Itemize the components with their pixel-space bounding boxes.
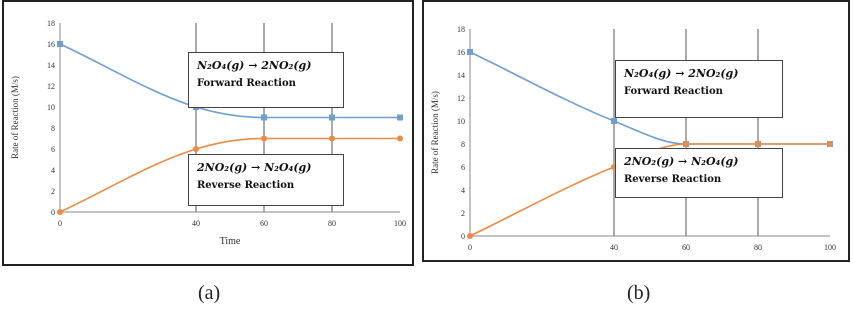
y-tick-label: 0	[51, 208, 55, 217]
caption-a: (a)	[198, 282, 221, 304]
y-tick-label: 8	[461, 140, 465, 149]
x-tick-label: 0	[468, 243, 472, 252]
y-tick-label: 16	[47, 40, 55, 49]
forward-reaction-point	[329, 114, 335, 121]
y-tick-label: 2	[51, 187, 55, 196]
forward-reaction-point	[611, 118, 617, 124]
reverse-reaction-point	[57, 209, 63, 215]
y-tick-label: 6	[461, 163, 465, 172]
reverse-reaction-label: Reverse Reaction	[624, 174, 722, 185]
reverse-reaction-equation: 2NO₂(g) → N₂O₄(g)	[624, 155, 739, 168]
reverse-reaction-point	[755, 141, 761, 147]
reverse-reaction-point	[467, 233, 473, 239]
forward-reaction-point	[261, 114, 267, 121]
reverse-reaction-equation: 2NO₂(g) → N₂O₄(g)	[197, 161, 312, 174]
chart-panel-a: 0 2 4 6 8 10 12 14 16 18 0 40 60 80 100 Time Rate of Rea…	[2, 0, 414, 266]
x-axis-title: Time	[220, 236, 241, 247]
forward-reaction-point	[467, 49, 473, 55]
forward-reaction-box: N₂O₄(g) → 2NO₂(g) Forward Reaction	[188, 52, 344, 108]
y-tick-label: 10	[47, 103, 55, 112]
reverse-reaction-point	[193, 146, 199, 152]
x-tick-label: 80	[754, 243, 762, 252]
x-tick-label: 80	[328, 219, 336, 228]
x-tick-label: 60	[260, 219, 268, 228]
reverse-reaction-line	[59, 137, 400, 213]
forward-reaction-equation: N₂O₄(g) → 2NO₂(g)	[197, 59, 312, 72]
y-tick-label: 6	[51, 145, 55, 154]
reverse-reaction-point	[261, 135, 267, 142]
y-tick-label: 14	[47, 61, 55, 70]
y-tick-label: 12	[47, 82, 55, 91]
y-axis-title: Rate of Reaction (M/s)	[10, 76, 20, 159]
y-tick-label: 18	[457, 25, 465, 34]
reverse-reaction-box: 2NO₂(g) → N₂O₄(g) Reverse Reaction	[188, 154, 344, 206]
reverse-reaction-point	[329, 135, 335, 142]
forward-reaction-line	[59, 43, 400, 119]
forward-reaction-box: N₂O₄(g) → 2NO₂(g) Forward Reaction	[615, 60, 783, 118]
reverse-reaction-point	[827, 141, 833, 147]
y-tick-label: 12	[457, 94, 465, 103]
y-tick-label: 4	[461, 186, 465, 195]
chart-a-svg: 0 2 4 6 8 10 12 14 16 18 0 40 60 80 100 Time Rate of Rea…	[10, 19, 406, 247]
reverse-reaction-point	[397, 135, 403, 142]
forward-reaction-label: Forward Reaction	[197, 78, 296, 89]
x-tick-label: 40	[192, 219, 200, 228]
reverse-reaction-line	[469, 143, 830, 237]
x-tick-label: 100	[824, 243, 836, 252]
forward-reaction-label: Forward Reaction	[624, 86, 723, 97]
forward-reaction-equation: N₂O₄(g) → 2NO₂(g)	[624, 67, 739, 80]
y-tick-label: 2	[461, 209, 465, 218]
y-tick-label: 0	[461, 232, 465, 241]
reverse-reaction-point	[683, 141, 689, 147]
y-tick-label: 14	[457, 71, 465, 80]
x-tick-label: 100	[394, 219, 406, 228]
y-tick-label: 10	[457, 117, 465, 126]
forward-reaction-point	[57, 41, 63, 47]
reverse-reaction-box: 2NO₂(g) → N₂O₄(g) Reverse Reaction	[615, 148, 783, 198]
y-tick-label: 16	[457, 48, 465, 57]
forward-reaction-point	[397, 114, 403, 121]
x-tick-label: 0	[58, 219, 62, 228]
x-tick-label: 60	[682, 243, 690, 252]
y-axis-title: Rate of Reaction (M/s)	[430, 91, 440, 174]
reverse-reaction-label: Reverse Reaction	[197, 180, 295, 191]
y-tick-label: 18	[47, 19, 55, 28]
y-tick-label: 4	[51, 166, 55, 175]
x-tick-label: 40	[610, 243, 618, 252]
y-tick-label: 8	[51, 124, 55, 133]
caption-b: (b)	[627, 282, 651, 304]
